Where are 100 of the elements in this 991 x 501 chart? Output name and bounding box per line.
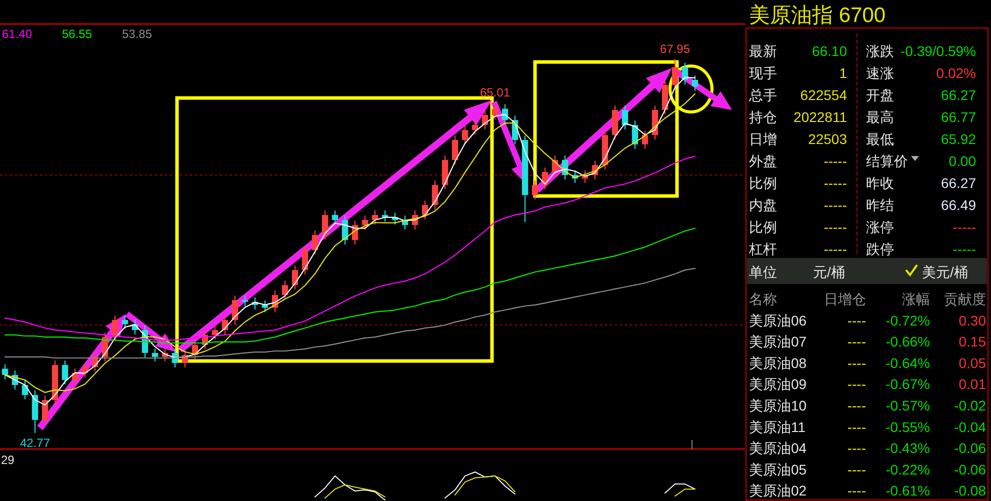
text: 日增 <box>749 131 777 147</box>
text: 速涨 <box>866 65 894 81</box>
text: -0.04 <box>954 418 986 435</box>
candlestick <box>262 300 268 313</box>
text: 56.55 <box>62 27 92 41</box>
text: ----- <box>952 219 976 235</box>
text: ----- <box>952 241 976 257</box>
text: ---- <box>847 482 866 499</box>
candlestick <box>462 125 468 145</box>
text: 美元/桶 <box>922 264 968 280</box>
candlestick <box>472 120 478 135</box>
text: 持仓 <box>749 109 777 125</box>
text: 单位 <box>749 264 777 280</box>
text: 65.92 <box>940 131 976 147</box>
text: 开盘 <box>866 87 894 103</box>
text: ---- <box>847 334 866 350</box>
text: -0.72% <box>886 312 930 328</box>
text: 比例 <box>749 175 777 191</box>
text: 66.27 <box>940 87 976 103</box>
text: 美原油11 <box>749 418 806 435</box>
text: -0.39/0.59% <box>900 43 976 59</box>
candlestick <box>312 230 318 255</box>
text: -0.64% <box>886 354 930 371</box>
text: ---- <box>847 354 866 371</box>
text: 结算价 <box>866 153 908 169</box>
text: 名称 <box>749 291 777 307</box>
text: ----- <box>824 153 848 169</box>
candlestick <box>682 62 688 85</box>
text: ----- <box>824 175 848 191</box>
text: 61.40 <box>2 27 32 41</box>
text: 0.00 <box>948 153 976 169</box>
candlestick <box>302 245 308 276</box>
text: 日增仓 <box>824 291 866 307</box>
text: 0.02% <box>936 65 976 81</box>
text: -0.22% <box>886 461 930 478</box>
text: 外盘 <box>749 153 777 169</box>
candlestick <box>692 74 698 92</box>
text: -0.06 <box>954 440 986 456</box>
candlestick <box>332 210 338 225</box>
text: 66.10 <box>812 43 848 59</box>
text: -0.57% <box>886 398 930 414</box>
candlestick <box>532 180 538 200</box>
text: ---- <box>847 440 866 456</box>
candlestick <box>672 58 678 90</box>
candlestick <box>322 210 328 240</box>
candlestick <box>452 134 458 165</box>
text: -0.02 <box>954 398 986 414</box>
text: ---- <box>847 418 866 435</box>
text: 涨幅 <box>902 291 930 307</box>
text: 66.77 <box>940 109 976 125</box>
text: 现手 <box>749 65 777 81</box>
text: 最新 <box>749 43 777 59</box>
text: 0.15 <box>958 334 986 350</box>
text: -0.43% <box>886 440 930 456</box>
text: 跌停 <box>866 241 894 257</box>
text: 美原油10 <box>749 398 807 414</box>
candlestick <box>152 348 158 362</box>
text: 66.27 <box>940 175 976 191</box>
candlestick <box>282 280 288 300</box>
text: 总手 <box>748 87 777 103</box>
text: 622554 <box>800 87 848 103</box>
candlestick <box>2 364 8 380</box>
text: 美原油05 <box>749 461 807 478</box>
text: 0.01 <box>958 376 986 392</box>
annotation: 42.77 <box>20 436 50 450</box>
text: -0.55% <box>886 418 930 435</box>
text: ---- <box>847 312 866 328</box>
candlestick <box>122 315 128 330</box>
text: 美原油04 <box>749 440 807 456</box>
text: 最低 <box>866 131 894 147</box>
text: ---- <box>847 461 866 478</box>
text: 贡献度 <box>944 291 986 307</box>
text: ---- <box>847 376 866 392</box>
text: 66.49 <box>940 197 976 213</box>
text: 内盘 <box>749 197 777 213</box>
candlestick <box>62 360 68 385</box>
text: 0.05 <box>958 354 986 371</box>
text: 比例 <box>749 219 777 235</box>
text: 美原油08 <box>749 354 807 371</box>
text: 元/桶 <box>813 264 845 280</box>
text: 2022811 <box>794 109 848 125</box>
text: 美原油指 6700 <box>749 4 886 27</box>
text: 美原油07 <box>749 334 807 350</box>
candlestick <box>42 395 48 425</box>
text: -0.67% <box>886 376 930 392</box>
text: 美原油06 <box>749 312 807 328</box>
text: 涨停 <box>866 219 894 235</box>
annotation: 65.01 <box>480 86 510 100</box>
text: ----- <box>824 241 848 257</box>
text: 1 <box>839 65 848 81</box>
annotation: 67.95 <box>660 42 690 56</box>
text: -0.61% <box>886 482 930 499</box>
candlestick <box>492 102 498 120</box>
candlestick <box>622 104 628 130</box>
text: 最高 <box>866 109 894 125</box>
text: 杠杆 <box>748 241 777 257</box>
text: -0.66% <box>886 334 930 350</box>
text: 昨收 <box>866 175 894 191</box>
text: 29 <box>1 453 15 467</box>
candlestick <box>242 295 248 307</box>
